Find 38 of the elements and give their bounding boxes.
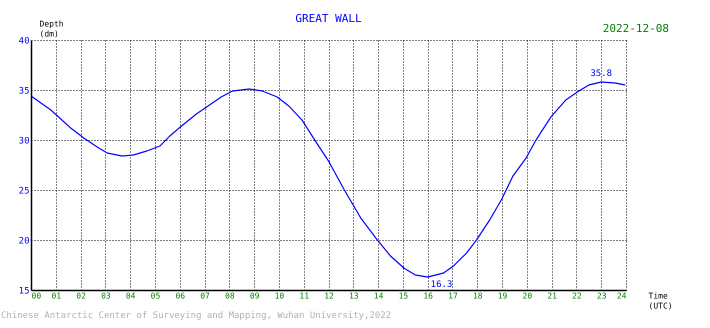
y-tick-label: 25	[18, 186, 30, 196]
x-tick-label: 22	[572, 292, 582, 300]
x-tick-label: 03	[101, 292, 111, 300]
x-tick-label: 10	[274, 292, 284, 300]
x-axis-title: Time (UTC)	[648, 292, 673, 310]
x-tick-label: 02	[76, 292, 86, 300]
x-tick-label: 09	[250, 292, 260, 300]
chart-title: GREAT WALL	[295, 12, 362, 25]
x-tick-label: 20	[522, 292, 532, 300]
y-tick-label: 35	[18, 86, 30, 96]
x-tick-label: 23	[596, 292, 607, 300]
x-tick-label: 13	[348, 292, 359, 300]
y-axis-title: Depth (dm)	[40, 20, 64, 38]
x-tick-label: 08	[225, 292, 235, 300]
x-tick-label: 00	[32, 292, 42, 300]
y-tick-label: 30	[18, 136, 30, 146]
x-tick-label: 06	[175, 292, 186, 300]
x-tick-label: 15	[398, 292, 408, 300]
x-tick-label: 18	[472, 292, 483, 300]
annotation: 16.3	[430, 280, 452, 290]
text: Chinese Antarctic Center of Surveying and Mapping, Wuhan University,2022	[1, 311, 392, 321]
x-tick-label: 01	[51, 292, 62, 300]
x-tick-label: 21	[547, 292, 558, 300]
annotation: 35.8	[590, 69, 612, 79]
text: 2022-12-08	[602, 22, 669, 35]
x-tick-label: 11	[299, 292, 310, 300]
x-tick-label: 19	[498, 292, 508, 300]
y-tick-label: 20	[18, 236, 30, 246]
x-tick-label: 14	[374, 292, 384, 300]
x-tick-label: 24	[616, 292, 627, 300]
x-tick-label: 16	[423, 292, 434, 300]
x-tick-label: 07	[200, 292, 210, 300]
x-tick-label: 12	[324, 292, 334, 300]
y-tick-label: 40	[18, 36, 30, 46]
line-series	[30, 81, 626, 278]
x-tick-label: 17	[448, 292, 458, 300]
x-tick-label: 05	[150, 292, 160, 300]
x-tick-label: 04	[126, 292, 136, 300]
